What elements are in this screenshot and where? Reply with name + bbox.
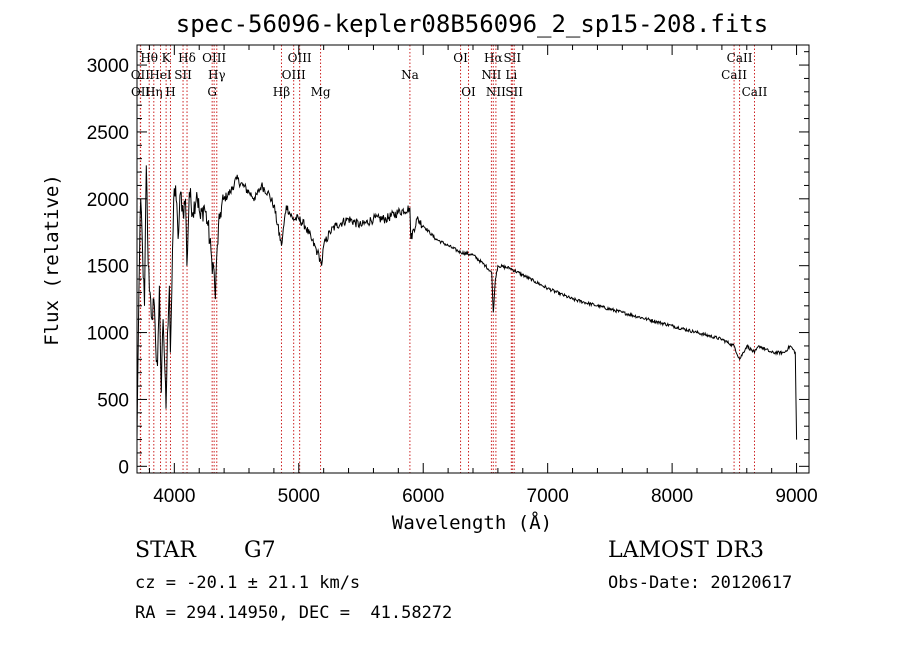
x-tick-label: 6000 (402, 486, 444, 507)
line-marker-label: OIII (288, 51, 312, 65)
line-marker-label: OIII (202, 51, 226, 65)
line-marker-label: Hγ (208, 68, 226, 82)
line-marker-label: NII (486, 85, 506, 99)
line-marker-label: OI (461, 85, 476, 99)
y-tick-label: 2000 (87, 190, 129, 211)
y-axis: 0 500 1000 1500 2000 2500 3000 (87, 51, 809, 478)
y-axis-label: Flux (relative) (41, 174, 63, 346)
line-marker-label: OIII (282, 68, 306, 82)
line-marker-label: H (165, 85, 175, 99)
spectrum-line (136, 165, 798, 440)
survey-name: LAMOST DR3 (608, 538, 764, 563)
redshift-text: cz = -20.1 ± 21.1 km/s (135, 573, 361, 593)
coordinates: RA = 294.14950, DEC = 41.58272 (135, 603, 453, 623)
line-marker-label: OI (453, 51, 468, 65)
line-marker-label: CaII (727, 51, 753, 65)
object-subclass: G7 (244, 538, 276, 563)
plot-frame (136, 44, 810, 474)
line-marker-label: Hδ (178, 51, 196, 65)
line-marker-label: Na (401, 68, 419, 82)
line-marker-label: SII (174, 68, 192, 82)
x-tick-label: 4000 (153, 486, 195, 507)
line-marker-label: Hβ (273, 85, 290, 99)
line-marker-label: HeI (149, 68, 172, 82)
line-marker-label: Hη (145, 85, 163, 99)
y-tick-label: 0 (118, 457, 129, 478)
line-marker-label: NII (481, 68, 501, 82)
y-tick-label: 500 (97, 390, 129, 411)
line-marker-label: CaII (721, 68, 747, 82)
spectrum-series (136, 165, 798, 440)
x-tick-label: 8000 (651, 486, 693, 507)
y-tick-label: 3000 (87, 56, 129, 77)
line-marker-label: Hα (484, 51, 503, 65)
x-axis: 4000 5000 6000 7000 8000 9000 (148, 45, 818, 507)
line-marker-label: Li (505, 68, 517, 82)
x-tick-label: 9000 (775, 486, 817, 507)
object-class: STAR (135, 538, 196, 563)
line-marker-label: G (207, 85, 217, 99)
y-tick-label: 1000 (87, 324, 129, 345)
line-marker-label: SII (505, 85, 523, 99)
y-tick-label: 2500 (87, 123, 129, 144)
x-axis-label: Wavelength (Å) (392, 511, 552, 534)
obs-date: Obs-Date: 20120617 (608, 573, 793, 593)
line-marker-label: OII (131, 68, 151, 82)
line-marker-label: CaII (742, 85, 768, 99)
line-marker-label: Hθ (140, 51, 158, 65)
line-marker-label: Mg (311, 85, 331, 99)
x-tick-label: 5000 (278, 486, 320, 507)
chart-title: spec-56096-kepler08B56096_2_sp15-208.fit… (176, 10, 768, 38)
line-marker-label: K (162, 51, 172, 65)
line-marker-label: SII (503, 51, 521, 65)
x-tick-label: 7000 (527, 486, 569, 507)
y-tick-label: 1500 (87, 257, 129, 278)
